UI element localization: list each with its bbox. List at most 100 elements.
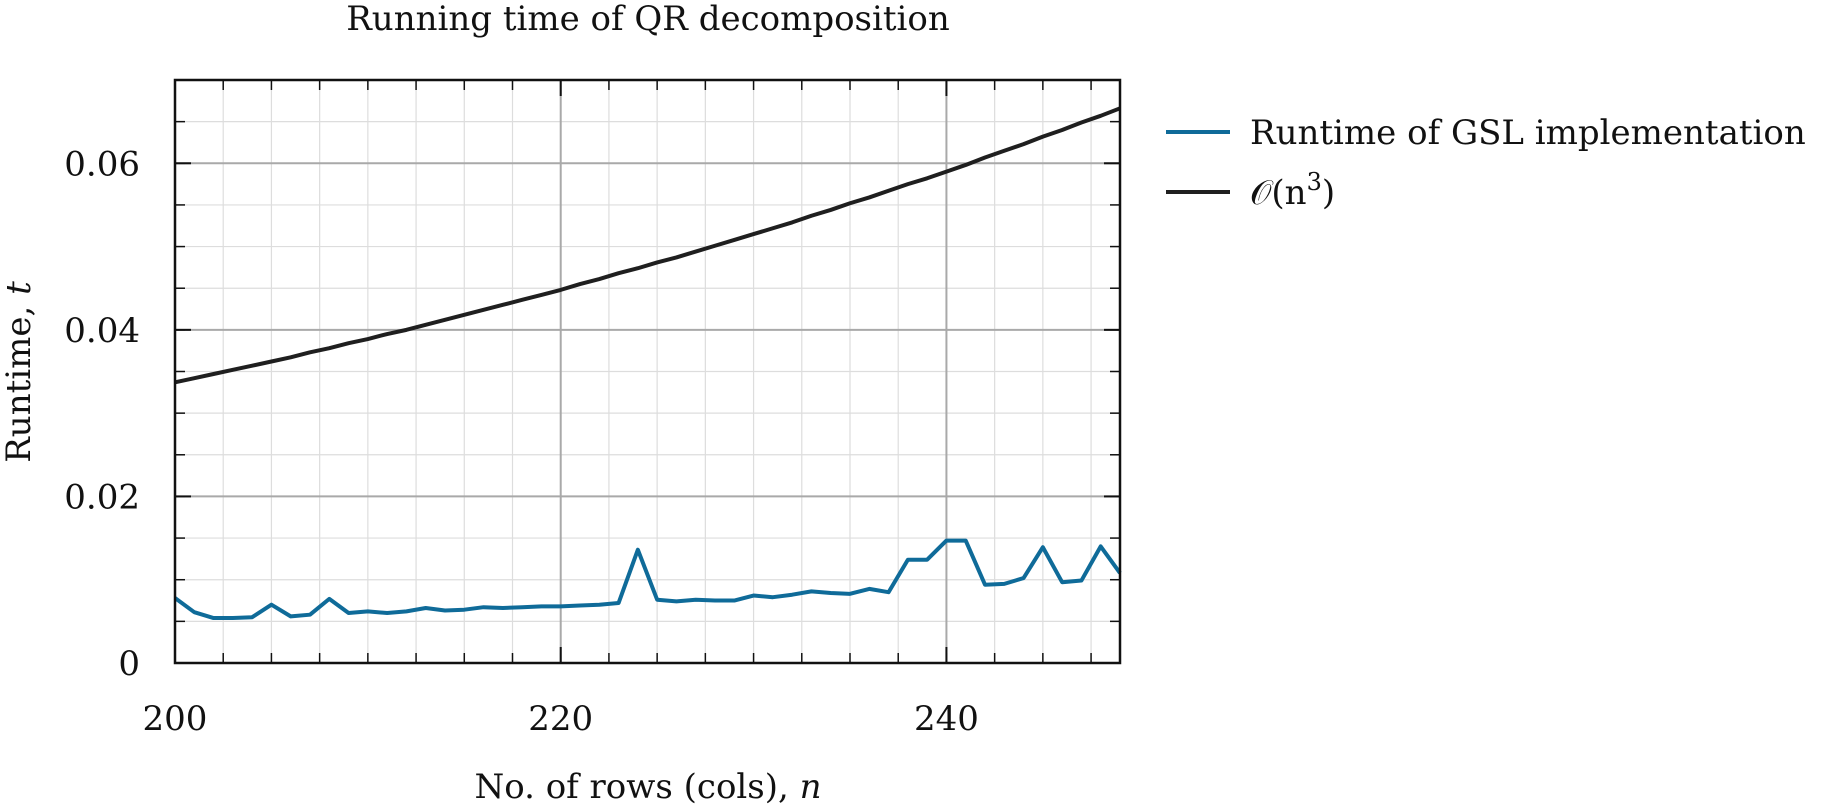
series-point-gsl: [637, 549, 639, 551]
series-point-gsl: [1022, 577, 1025, 579]
series-point-gsl: [617, 602, 620, 604]
series-point-gsl: [1080, 579, 1083, 582]
series-point-gsl: [328, 598, 330, 600]
series-point-on3: [1061, 129, 1063, 131]
x-tick-label: 240: [914, 699, 979, 739]
series-point-on3: [347, 342, 350, 344]
chart-title: Running time of QR decomposition: [346, 0, 950, 39]
series-point-on3: [386, 333, 388, 335]
series-point-gsl: [830, 592, 832, 594]
series-point-on3: [733, 239, 735, 241]
x-tick-label: 220: [528, 699, 593, 739]
series-point-gsl: [444, 609, 446, 612]
series-point-gsl: [463, 609, 465, 611]
series-point-gsl: [733, 599, 735, 602]
series-point-gsl: [1003, 583, 1005, 585]
series-point-on3: [945, 171, 948, 173]
series-point-gsl: [521, 606, 523, 608]
x-tick-label: 200: [143, 699, 208, 739]
series-point-gsl: [849, 593, 851, 595]
y-axis-label: Runtime, t: [0, 281, 39, 463]
series-point-on3: [1003, 150, 1005, 152]
series-point-on3: [560, 289, 562, 291]
series-point-on3: [405, 329, 408, 331]
series-point-on3: [637, 267, 639, 269]
series-point-on3: [193, 377, 195, 379]
series-line-gsl: [173, 538, 1122, 621]
series-point-gsl: [868, 588, 870, 590]
series-point-gsl: [945, 539, 948, 542]
series-point-on3: [598, 278, 600, 280]
series-point-on3: [752, 233, 755, 235]
series-point-gsl: [232, 617, 234, 619]
series-point-on3: [540, 294, 543, 296]
y-axis-label-text: Runtime,: [0, 295, 39, 463]
series-point-on3: [1042, 136, 1044, 138]
series-point-on3: [502, 304, 504, 306]
series-point-gsl: [907, 559, 909, 561]
series-point-gsl: [502, 607, 504, 609]
series-point-on3: [868, 196, 870, 199]
series-point-gsl: [695, 599, 697, 601]
series-point-gsl: [752, 594, 755, 597]
series-point-on3: [926, 177, 928, 179]
series-point-on3: [907, 183, 909, 185]
legend-on3-sup: 3: [1307, 168, 1322, 196]
series-point-gsl: [887, 591, 890, 593]
series-point-gsl: [984, 584, 986, 586]
series-point-gsl: [270, 604, 273, 606]
legend-label-gsl: Runtime of GSL implementation: [1250, 113, 1806, 153]
series-point-on3: [309, 351, 311, 353]
series-point-gsl: [675, 600, 678, 602]
series-point-on3: [328, 347, 330, 349]
x-axis-label-text: No. of rows (cols),: [474, 767, 799, 807]
legend: Runtime of GSL implementation 𝒪(n3): [1166, 113, 1806, 213]
series-point-gsl: [579, 604, 581, 607]
series-point-on3: [1100, 115, 1102, 117]
x-axis-label-var: n: [800, 767, 822, 807]
series-point-on3: [675, 256, 678, 258]
series-point-on3: [830, 209, 832, 211]
series-point-gsl: [810, 590, 813, 592]
series-point-gsl: [290, 615, 292, 617]
series-point-on3: [810, 215, 813, 217]
series-point-gsl: [598, 604, 600, 606]
series-point-gsl: [560, 605, 562, 607]
series-point-on3: [579, 283, 581, 285]
series-point-on3: [367, 338, 369, 340]
series-line-on3: [174, 106, 1121, 385]
series-point-on3: [463, 314, 465, 316]
series-point-gsl: [347, 612, 350, 614]
plot-frame: [173, 78, 1122, 665]
legend-on3-prefix: 𝒪(n: [1250, 173, 1307, 213]
series-point-on3: [791, 221, 793, 224]
series-point-gsl: [1042, 546, 1044, 548]
series-point-gsl: [193, 611, 195, 613]
series-point-on3: [617, 272, 620, 274]
y-tick-label: 0: [118, 644, 140, 684]
y-axis-label-var: t: [0, 281, 39, 295]
y-tick-label: 0.06: [64, 144, 140, 184]
series-point-gsl: [772, 596, 774, 598]
series-point-on3: [425, 324, 427, 326]
series-point-on3: [984, 156, 986, 159]
series-point-on3: [656, 261, 658, 263]
series-point-gsl: [386, 612, 388, 614]
series-point-gsl: [309, 614, 311, 616]
series-point-on3: [290, 356, 292, 358]
series-layer: [173, 106, 1122, 621]
series-point-gsl: [540, 605, 543, 607]
y-tick-label: 0.02: [64, 477, 140, 517]
series-point-on3: [521, 299, 523, 301]
series-point-gsl: [367, 610, 369, 612]
series-point-on3: [849, 202, 851, 204]
series-point-gsl: [791, 594, 793, 596]
y-tick-label: 0.04: [64, 311, 140, 351]
legend-label-on3: 𝒪(n3): [1250, 168, 1335, 213]
series-point-on3: [1022, 143, 1025, 145]
series-point-on3: [270, 360, 273, 363]
series-point-gsl: [482, 606, 485, 608]
series-point-on3: [482, 309, 485, 311]
legend-on3-suffix: ): [1322, 173, 1335, 213]
